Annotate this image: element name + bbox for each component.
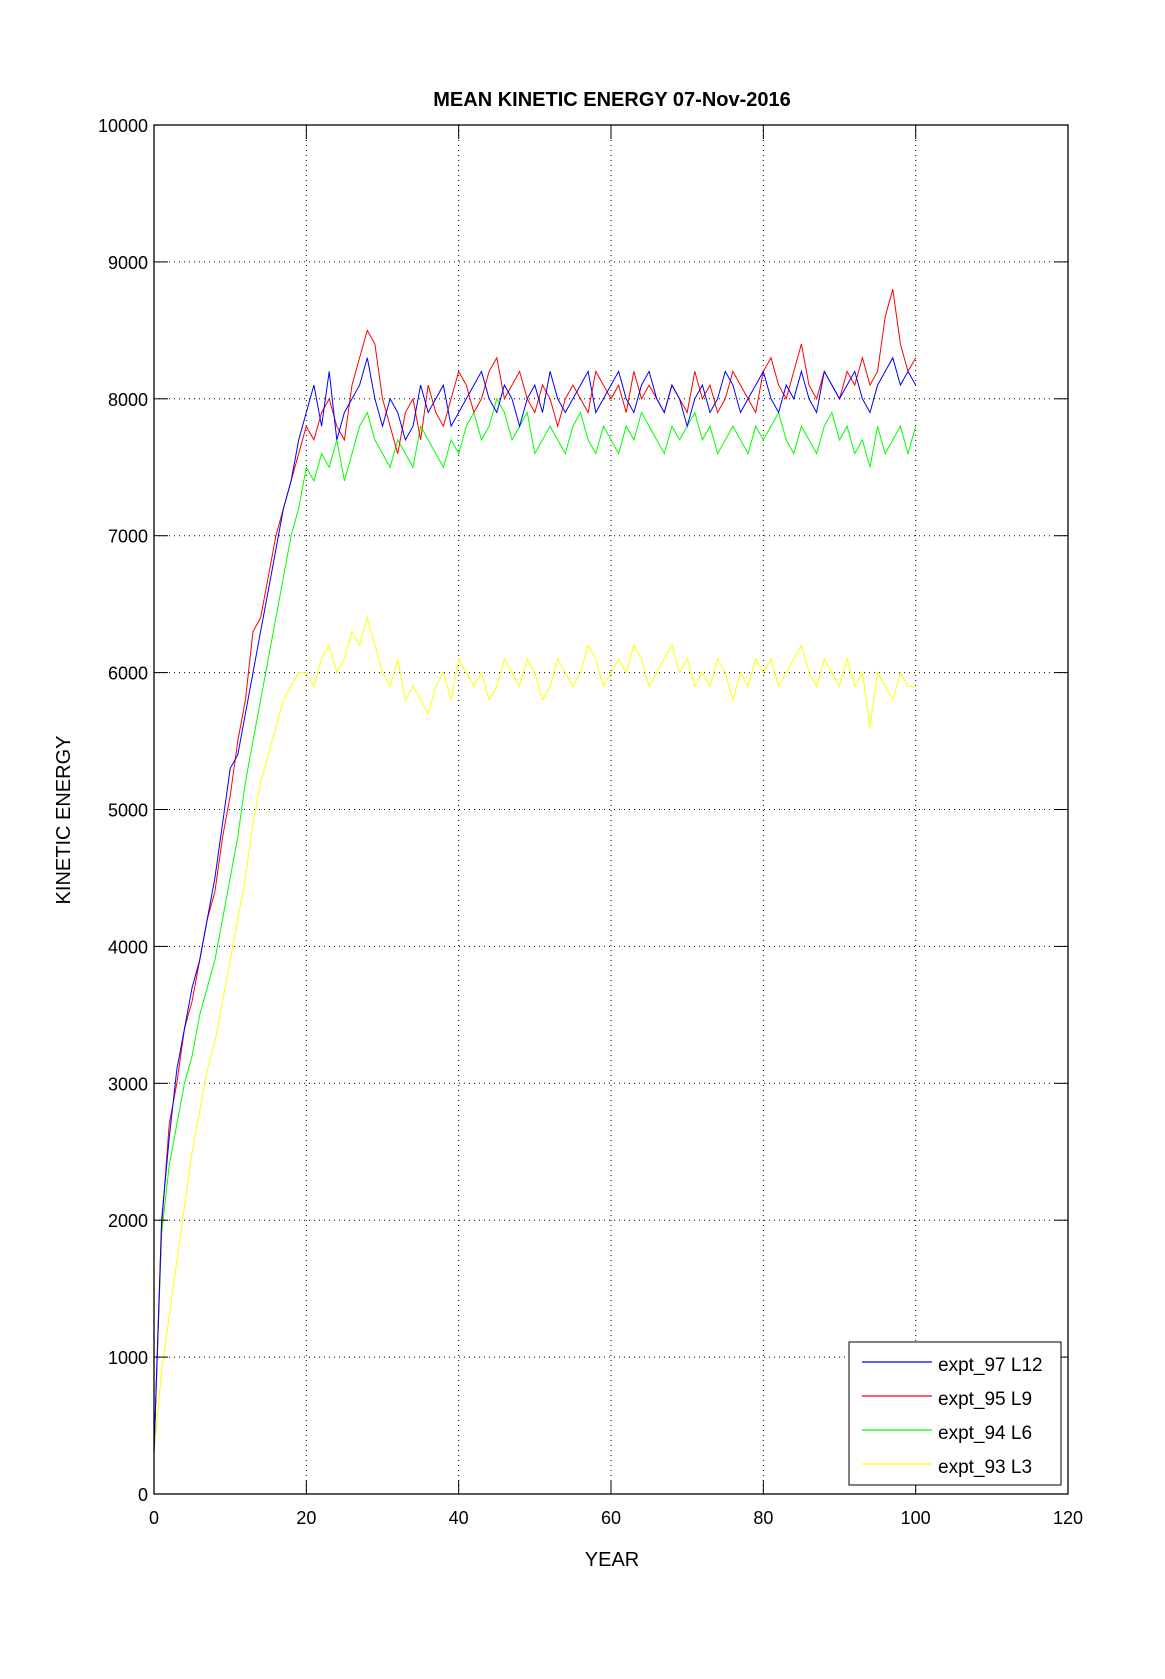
- legend-label: expt_95 L9: [938, 1389, 1032, 1410]
- series-lines: [153, 289, 917, 1453]
- x-tick-label: 20: [296, 1508, 316, 1528]
- series-line-expt-94-l6: [153, 397, 917, 1453]
- y-tick-label: 3000: [108, 1074, 148, 1094]
- series-line-expt-95-l9: [153, 289, 917, 1453]
- y-tick-label: 4000: [108, 937, 148, 957]
- y-tick-label: 6000: [108, 664, 148, 684]
- x-tick-label: 60: [601, 1508, 621, 1528]
- y-axis-label: KINETIC ENERGY: [53, 736, 75, 905]
- x-tick-label: 40: [449, 1508, 469, 1528]
- legend-box: [848, 1341, 1062, 1486]
- y-tick-label: 10000: [98, 116, 148, 136]
- legend-label: expt_97 L12: [938, 1355, 1043, 1376]
- chart-title: MEAN KINETIC ENERGY 07-Nov-2016: [433, 89, 791, 111]
- legend: expt_97 L12 expt_95 L9 expt_94 L6 expt_93 L…: [848, 1341, 1062, 1486]
- y-tick-label: 2000: [108, 1211, 148, 1231]
- legend-label: expt_93 L3: [938, 1457, 1032, 1478]
- x-tick-label: 120: [1053, 1508, 1083, 1528]
- x-tick-label: 0: [149, 1508, 159, 1528]
- legend-label: expt_94 L6: [938, 1423, 1032, 1444]
- x-tick-label: 80: [753, 1508, 773, 1528]
- grid: [154, 125, 1068, 1494]
- series-line-expt-97-l12: [153, 356, 917, 1453]
- y-tick-label: 1000: [108, 1348, 148, 1368]
- y-tick-label: 0: [138, 1485, 148, 1505]
- y-tick-label: 8000: [108, 390, 148, 410]
- axis-ticks: 0 20 40 60 80 100 120 0 1000 2000 3000 4000 5000 6000…: [98, 116, 1083, 1528]
- y-tick-label: 5000: [108, 801, 148, 821]
- y-tick-label: 9000: [108, 253, 148, 273]
- y-tick-label: 7000: [108, 527, 148, 547]
- x-axis-label: YEAR: [585, 1549, 639, 1571]
- series-line-expt-93-l3: [153, 615, 916, 1453]
- x-tick-label: 100: [901, 1508, 931, 1528]
